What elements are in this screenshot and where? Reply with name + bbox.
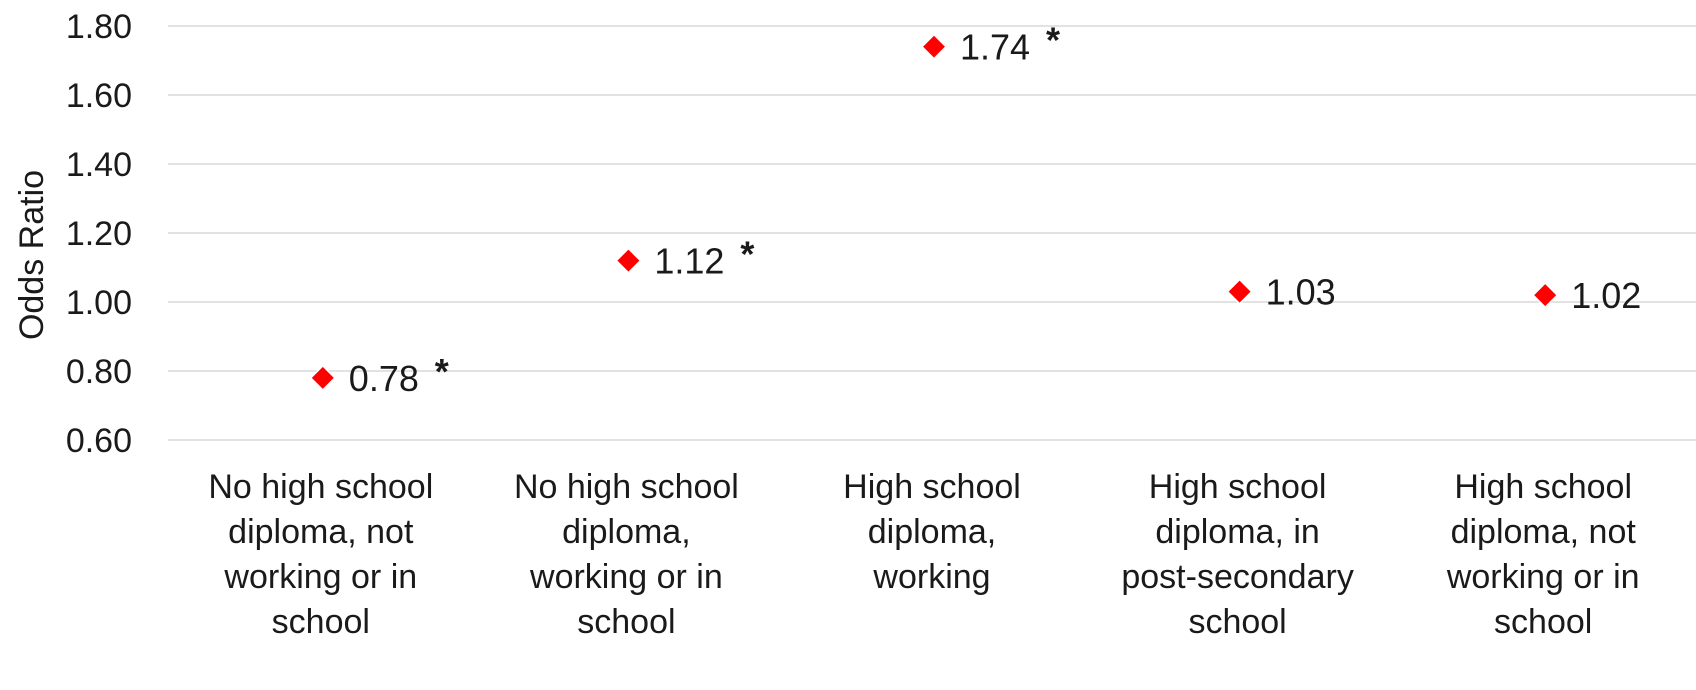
- y-tick-label: 0.80: [66, 353, 132, 391]
- y-tick-label: 0.60: [66, 422, 132, 460]
- x-category-label-line: High school: [843, 468, 1021, 506]
- data-label: 1.74: [960, 27, 1030, 68]
- x-category-label: High school diploma, not working or in scho…: [1446, 468, 1640, 641]
- data-label: 1.02: [1571, 275, 1641, 316]
- y-tick-label: 1.60: [66, 77, 132, 115]
- data-point-marker: [309, 364, 336, 391]
- gridlines: [168, 25, 1696, 441]
- x-category-label-line: school: [1494, 603, 1592, 641]
- x-category-label-line: working or in: [1446, 558, 1640, 596]
- x-category-label-line: post-secondary: [1121, 558, 1353, 596]
- y-tick-label: 1.20: [66, 215, 132, 253]
- x-category-label-line: diploma, in: [1155, 513, 1319, 551]
- x-category-label-line: working or in: [223, 558, 417, 596]
- x-category-label-line: school: [272, 603, 370, 641]
- data-label: 1.12: [654, 241, 724, 282]
- x-category-label: High school diploma, in post-secondary scho…: [1121, 468, 1353, 641]
- y-axis-ticks: 0.60 0.80 1.00 1.20 1.40 1.60 1.80: [66, 8, 132, 460]
- x-category-label-line: school: [1188, 603, 1286, 641]
- x-category-label-line: diploma,: [562, 513, 691, 551]
- x-category-label: High school diploma, working: [843, 468, 1021, 596]
- x-category-label-line: school: [577, 603, 675, 641]
- x-category-label-line: diploma, not: [228, 513, 414, 551]
- data-point-marker: [1226, 278, 1253, 305]
- significance-marker: *: [435, 351, 449, 392]
- y-tick-label: 1.00: [66, 284, 132, 322]
- data-label: 1.03: [1266, 272, 1336, 313]
- x-category-label-line: No high school: [208, 468, 433, 506]
- data-point-marker: [920, 33, 948, 60]
- y-tick-label: 1.80: [66, 8, 132, 46]
- significance-marker: *: [740, 234, 754, 275]
- x-category-label-line: No high school: [514, 468, 739, 506]
- data-point-marker: [615, 247, 642, 274]
- y-axis-title: Odds Ratio: [13, 170, 51, 340]
- y-tick-label: 1.40: [66, 146, 132, 184]
- x-category-label-line: working or in: [529, 558, 723, 596]
- x-category-label: No high school diploma, not working or in s…: [208, 468, 433, 641]
- x-category-label-line: working: [872, 558, 990, 596]
- significance-marker: *: [1046, 20, 1060, 61]
- x-category-label: No high school diploma, working or in schoo…: [514, 468, 739, 641]
- data-points: 0.78 * 1.12 * 1.74 * 1.03 1.02: [309, 20, 1641, 399]
- x-axis-categories: No high school diploma, not working or in s…: [208, 468, 1639, 641]
- x-category-label-line: High school: [1454, 468, 1632, 506]
- x-category-label-line: diploma,: [868, 513, 997, 551]
- x-category-label-line: diploma, not: [1451, 513, 1637, 551]
- x-category-label-line: High school: [1149, 468, 1327, 506]
- data-point-marker: [1532, 282, 1559, 309]
- data-label: 0.78: [349, 358, 419, 399]
